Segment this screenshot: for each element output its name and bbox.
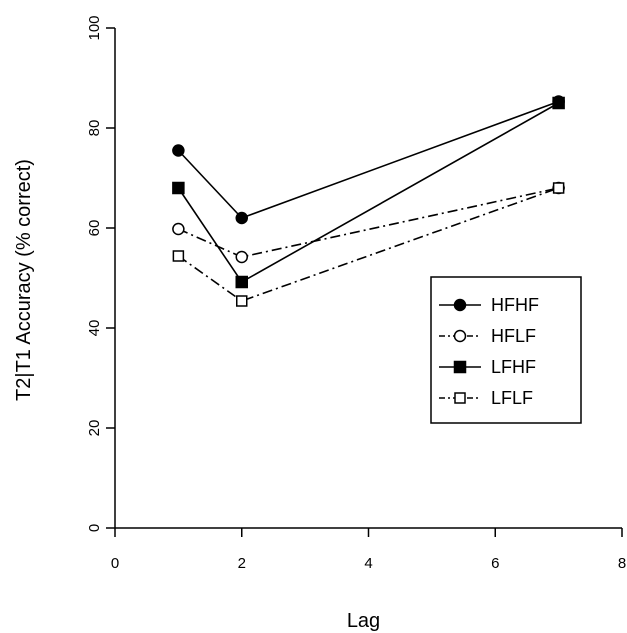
x-tick-label: 2 bbox=[238, 555, 246, 572]
y-tick-label: 100 bbox=[86, 15, 103, 40]
legend-item-lfhf: LFHF bbox=[439, 357, 536, 377]
series-lflf bbox=[172, 182, 565, 307]
legend-item-hflf: HFLF bbox=[439, 326, 536, 346]
legend-label: LFHF bbox=[491, 357, 536, 377]
x-axis-label: Lag bbox=[347, 610, 380, 632]
y-tick-label: 80 bbox=[86, 120, 103, 137]
series-line-lfhf bbox=[177, 102, 560, 284]
y-tick-label: 60 bbox=[86, 220, 103, 237]
data-point-lflf bbox=[552, 182, 565, 194]
legend-item-lflf: LFLF bbox=[439, 388, 533, 408]
data-point-lfhf bbox=[235, 275, 248, 289]
legend-label: HFHF bbox=[491, 295, 539, 315]
y-tick-label: 40 bbox=[86, 320, 103, 337]
legend-item-hfhf: HFHF bbox=[439, 295, 539, 315]
y-tick-label: 0 bbox=[86, 524, 103, 532]
series-line-hflf bbox=[178, 187, 559, 258]
y-axis-label: T2|T1 Accuracy (% correct) bbox=[13, 159, 35, 401]
series-hfhf bbox=[172, 95, 565, 225]
series-hflf bbox=[172, 181, 565, 264]
legend-label: HFLF bbox=[491, 326, 536, 346]
data-point-lflf bbox=[236, 295, 248, 307]
x-tick-label: 4 bbox=[364, 555, 372, 572]
series-line-lflf bbox=[177, 187, 559, 302]
data-point-hflf bbox=[172, 222, 185, 236]
data-point-lflf bbox=[172, 250, 185, 262]
x-axis: 0 2 4 6 8 bbox=[111, 527, 626, 572]
legend-marker bbox=[453, 360, 467, 374]
legend-marker bbox=[453, 329, 467, 343]
series-lfhf bbox=[172, 96, 565, 289]
x-tick-label: 6 bbox=[491, 555, 499, 572]
data-point-lfhf bbox=[552, 96, 565, 110]
series-layer bbox=[172, 95, 565, 307]
legend-label: LFLF bbox=[491, 388, 533, 408]
legend-marker bbox=[454, 392, 466, 404]
x-tick-label: 0 bbox=[111, 555, 119, 572]
x-tick-label: 8 bbox=[618, 555, 626, 572]
y-tick-label: 20 bbox=[86, 420, 103, 437]
legend: HFHF HFLF LFHF LFLF bbox=[430, 276, 582, 424]
data-point-hflf bbox=[235, 250, 248, 264]
data-point-lfhf bbox=[172, 181, 185, 195]
data-point-hfhf bbox=[172, 144, 185, 157]
y-axis: 0 20 40 60 80 100 bbox=[86, 15, 116, 532]
legend-marker bbox=[453, 298, 467, 312]
data-point-hfhf bbox=[235, 211, 248, 225]
